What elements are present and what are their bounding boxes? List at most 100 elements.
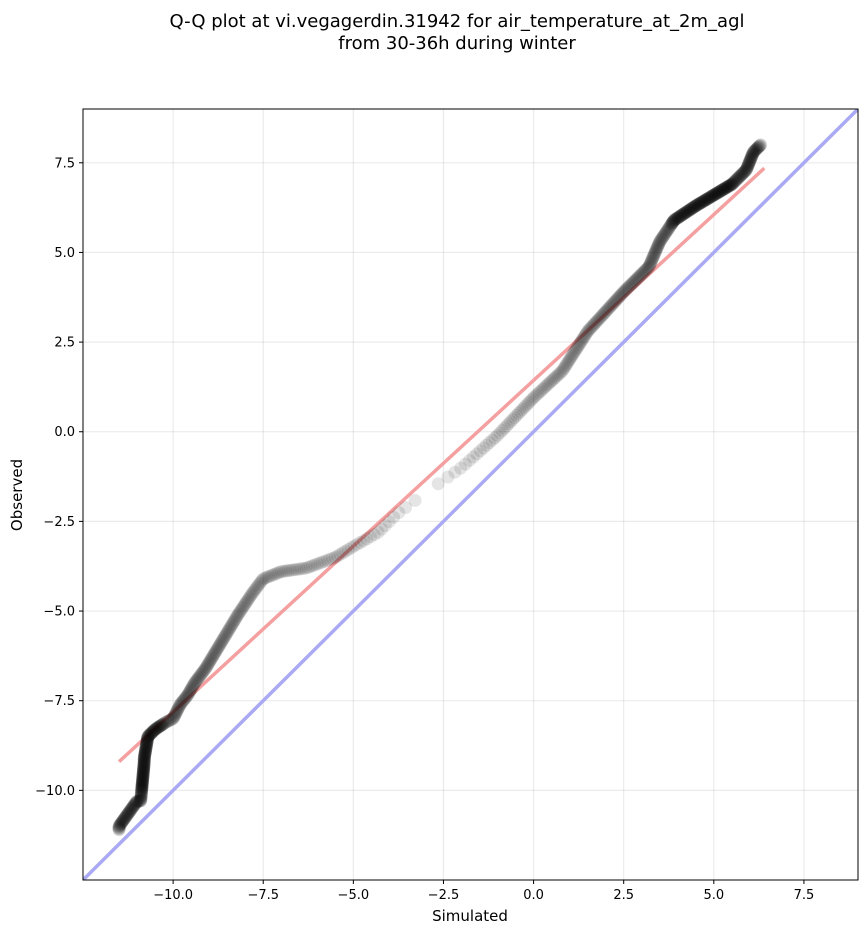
data-point (655, 231, 669, 245)
data-point (717, 182, 731, 196)
data-point (242, 591, 256, 605)
data-point (575, 333, 589, 347)
data-point (519, 399, 533, 413)
data-point (658, 227, 672, 241)
data-point (577, 331, 591, 345)
data-point (735, 167, 749, 181)
data-point (738, 164, 752, 178)
x-tick-label: 7.5 (794, 888, 815, 903)
data-point (479, 438, 493, 452)
axis-ticks: −10.0 −7.5 −5.0 −2.5 0.0 2.5 5.0 7.5 −10.0 −7.5 −5… (35, 156, 814, 903)
data-point (336, 546, 350, 560)
data-point (216, 632, 230, 646)
data-point (172, 700, 186, 714)
data-point (631, 271, 645, 285)
data-point (285, 563, 299, 577)
data-point (271, 566, 285, 580)
data-point (729, 173, 743, 187)
data-point (673, 209, 687, 223)
data-point (682, 203, 696, 217)
data-point (737, 165, 751, 179)
data-point (117, 812, 131, 826)
data-point (583, 321, 597, 335)
data-point (517, 401, 531, 415)
data-point (254, 575, 268, 589)
data-point (136, 772, 150, 786)
data-point (139, 742, 153, 756)
data-point (112, 820, 126, 834)
data-point (230, 609, 244, 623)
data-point (246, 585, 260, 599)
data-point (320, 553, 334, 567)
data-point (137, 758, 151, 772)
data-point (205, 650, 219, 664)
data-point (205, 651, 219, 665)
data-point (136, 766, 150, 780)
data-point (512, 406, 525, 420)
data-point (135, 784, 149, 798)
data-point (568, 344, 582, 358)
data-point (654, 233, 668, 247)
data-point (237, 599, 251, 613)
data-point (653, 235, 667, 249)
data-point (130, 794, 144, 808)
data-point (115, 815, 129, 829)
data-point (133, 794, 147, 808)
data-point (357, 534, 371, 548)
data-point (588, 317, 602, 331)
data-point (313, 556, 327, 570)
data-point (677, 207, 691, 221)
data-point (279, 564, 293, 578)
data-point (135, 782, 149, 796)
data-point (737, 166, 751, 179)
data-point (124, 802, 138, 816)
data-point (662, 221, 676, 235)
data-point (168, 708, 182, 722)
data-point (230, 610, 244, 624)
data-point (116, 814, 130, 828)
data-point (701, 191, 715, 205)
data-point (127, 799, 141, 813)
data-point (185, 680, 199, 694)
data-point (744, 152, 758, 166)
data-point (639, 263, 653, 277)
data-point (717, 182, 731, 196)
data-point (113, 818, 127, 832)
data-point (112, 823, 126, 837)
data-point (591, 313, 605, 327)
data-point (224, 619, 238, 633)
data-point (548, 371, 562, 385)
data-point (672, 210, 686, 224)
x-tick-label: 2.5 (613, 888, 634, 903)
data-point (709, 187, 723, 201)
data-point (114, 816, 128, 830)
data-point (749, 142, 763, 156)
data-point (198, 663, 212, 677)
data-point (233, 605, 247, 619)
data-point (187, 677, 201, 691)
data-point (208, 645, 222, 659)
data-point (745, 148, 759, 162)
data-point (617, 285, 631, 299)
data-point (613, 289, 627, 303)
data-point (136, 767, 150, 781)
data-point (707, 188, 721, 202)
data-point (308, 558, 322, 572)
data-point (219, 628, 233, 642)
data-point (123, 804, 137, 818)
data-point (714, 184, 728, 198)
data-point (743, 153, 757, 167)
data-point (473, 444, 487, 458)
data-point (140, 737, 154, 751)
data-point (194, 668, 208, 682)
data-point (495, 424, 509, 438)
data-point (158, 716, 172, 730)
data-point (303, 560, 317, 574)
data-point (136, 765, 150, 779)
data-point (265, 568, 279, 582)
data-point (301, 560, 315, 574)
data-point (134, 788, 148, 802)
data-point (137, 754, 151, 768)
data-point (382, 515, 396, 529)
data-point (633, 269, 647, 283)
